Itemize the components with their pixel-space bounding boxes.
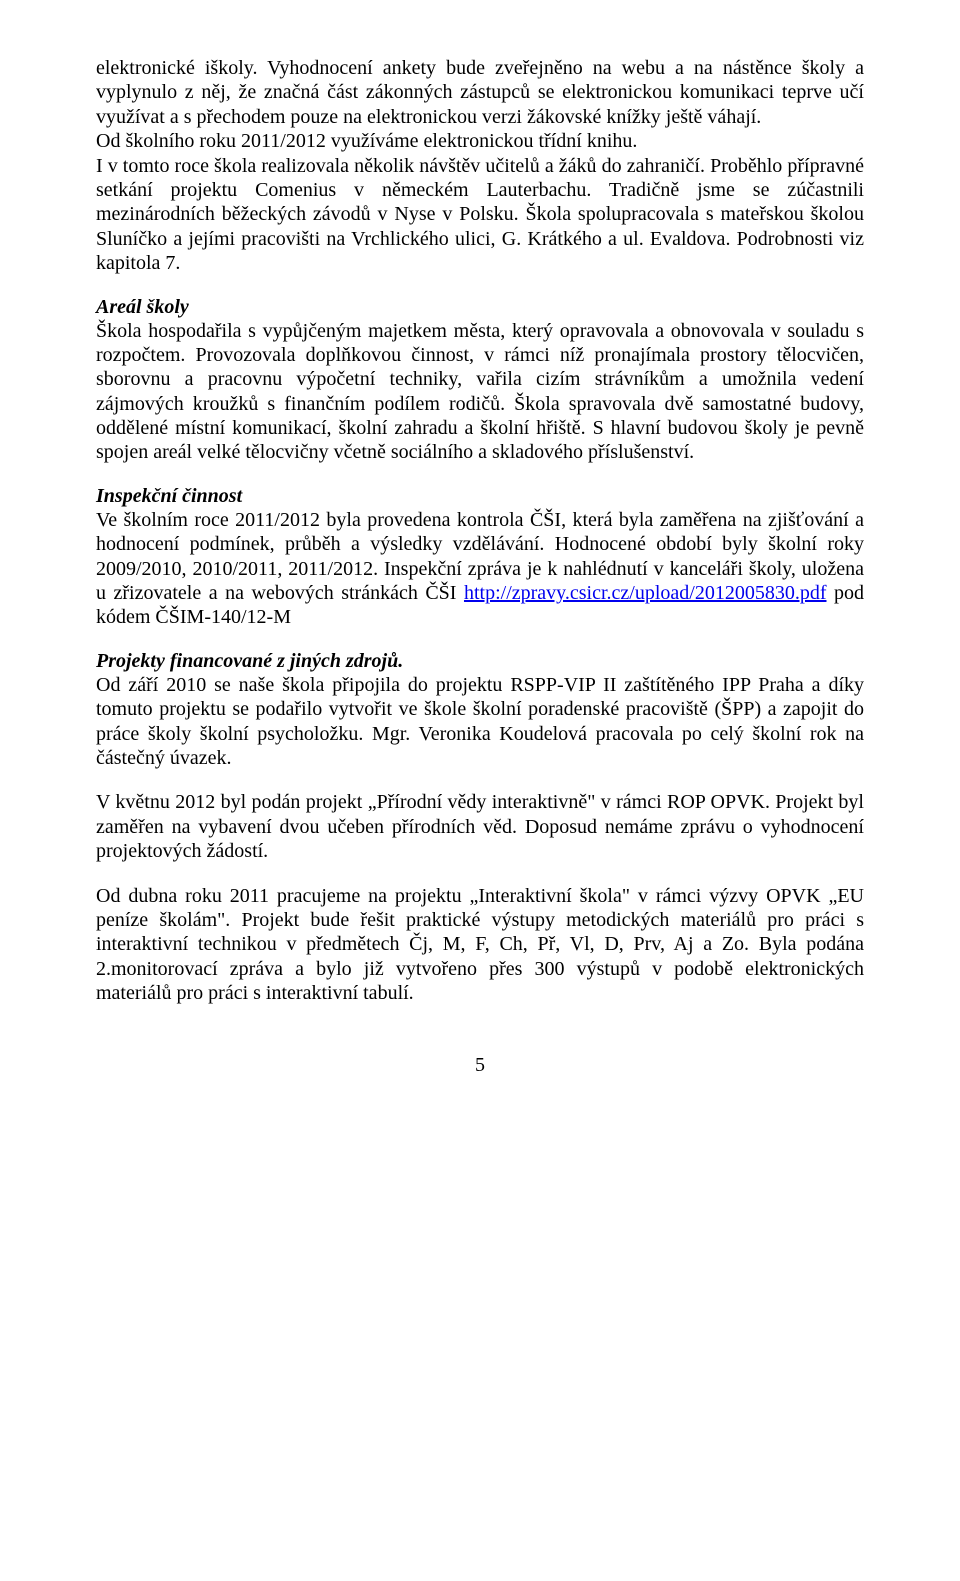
paragraph-intro-2: Od školního roku 2011/2012 využíváme ele… bbox=[96, 129, 864, 153]
paragraph-intro-1: elektronické iškoly. Vyhodnocení ankety … bbox=[96, 56, 864, 129]
heading-areal-skoly: Areál školy bbox=[96, 296, 864, 319]
paragraph-areal-skoly: Škola hospodařila s vypůjčeným majetkem … bbox=[96, 319, 864, 465]
paragraph-inspekcni-cinnost: Ve školním roce 2011/2012 byla provedena… bbox=[96, 508, 864, 630]
paragraph-projekty-1: Od září 2010 se naše škola připojila do … bbox=[96, 673, 864, 771]
paragraph-projekty-3: Od dubna roku 2011 pracujeme na projektu… bbox=[96, 884, 864, 1006]
heading-projekty-financovane: Projekty financované z jiných zdrojů. bbox=[96, 650, 864, 673]
paragraph-intro-3: I v tomto roce škola realizovala několik… bbox=[96, 154, 864, 276]
inspection-report-link[interactable]: http://zpravy.csicr.cz/upload/2012005830… bbox=[464, 582, 827, 604]
heading-inspekcni-cinnost: Inspekční činnost bbox=[96, 485, 864, 508]
page-number: 5 bbox=[96, 1054, 864, 1077]
paragraph-projekty-2: V květnu 2012 byl podán projekt „Přírodn… bbox=[96, 790, 864, 863]
